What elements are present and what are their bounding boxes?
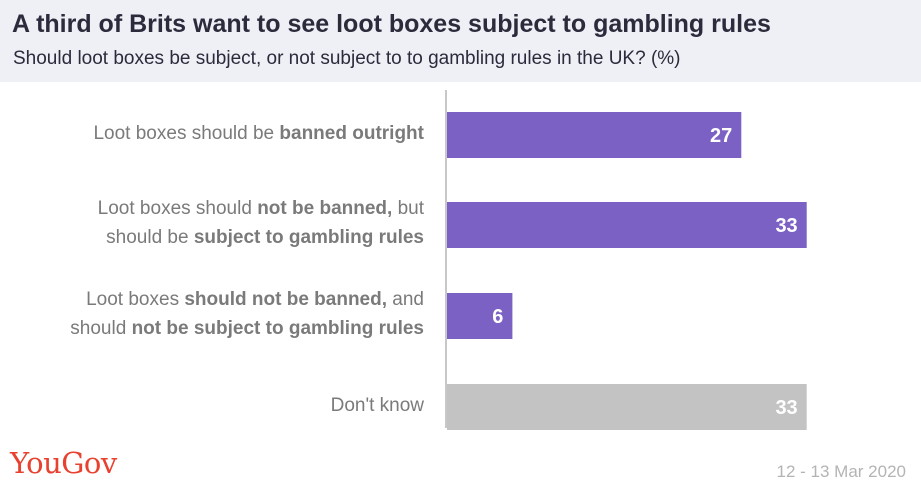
category-label-line: should not be subject to gambling rules [0,314,424,343]
bar-value-label-1: 27 [710,125,732,147]
category-label-line: Loot boxes should not be banned, but [0,194,424,223]
label-text: should [70,318,132,339]
fieldwork-date: 12 - 13 Mar 2020 [776,462,906,481]
category-label-1: Loot boxes should be banned outright [0,119,424,148]
label-text: Loot boxes should [97,198,258,219]
category-label-3: Loot boxes should not be banned, and shou… [0,285,424,343]
chart-header: A third of Brits want to see loot boxes … [0,0,921,82]
label-text: Don't know [330,394,424,416]
bar-3 [447,293,513,339]
chart-title: A third of Brits want to see loot boxes … [12,10,771,38]
category-label-2: Loot boxes should not be banned, but shou… [0,194,424,252]
chart-subtitle: Should loot boxes be subject, or not sub… [13,48,681,69]
category-label-line: should be subject to gambling rules [0,223,424,252]
label-emphasis: not be banned, [257,198,393,219]
bar-2 [447,202,807,248]
bar-value-label-3: 6 [492,306,503,328]
label-emphasis: not be subject to gambling rules [131,318,424,339]
category-label-line: Don't know [0,391,424,420]
label-text: Loot boxes should be [93,122,280,144]
label-emphasis: subject to gambling rules [193,227,424,248]
bar-value-label-4: 33 [775,397,797,419]
yougov-logo: YouGov [10,446,117,480]
label-emphasis: banned outright [279,122,424,144]
label-text: should be [106,227,194,248]
label-emphasis: should not be banned, [184,289,388,310]
category-label-4: Don't know [0,391,424,420]
category-label-line: Loot boxes should not be banned, and [0,285,424,314]
label-text: but [392,198,424,219]
bar-1 [447,112,742,158]
label-text: and [387,289,424,310]
label-text: Loot boxes [86,289,185,310]
category-label-line: Loot boxes should be banned outright [0,119,424,148]
bar-4 [447,384,807,430]
bar-value-label-2: 33 [775,215,797,237]
